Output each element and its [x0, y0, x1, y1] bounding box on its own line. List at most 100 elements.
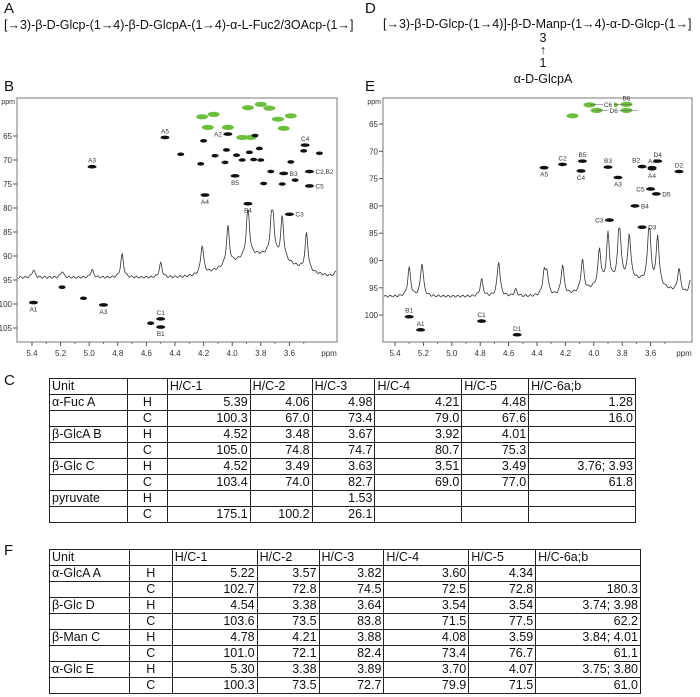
- table-row: C 100.3 67.0 73.4 79.0 67.6 16.0: [49, 410, 636, 427]
- nucleus-cell: H: [128, 661, 173, 678]
- cross-peak: [539, 165, 549, 170]
- x-axis-label: ppm: [676, 349, 692, 358]
- unit-cell: [49, 506, 128, 523]
- cross-peak: [304, 169, 314, 174]
- peak-label: C4: [577, 175, 586, 182]
- shift-cell: 72.8: [256, 581, 320, 598]
- cross-peak: [304, 184, 314, 188]
- shift-cell: 4.21: [374, 394, 463, 411]
- column-header: H/C-4: [374, 378, 463, 395]
- peak-label: B5: [578, 152, 586, 159]
- shift-cell: 71.5: [383, 613, 470, 630]
- label-bg: [603, 101, 614, 108]
- cross-peak: [637, 225, 647, 229]
- peak-label: D3: [648, 225, 657, 232]
- peak-label: A3: [88, 158, 96, 165]
- table-row: C 100.3 73.5 72.7 79.9 71.5 61.0: [49, 677, 641, 694]
- shift-cell: 16.0: [528, 410, 636, 427]
- structure-d-branch-arrow: ↑: [539, 43, 547, 57]
- shift-cell: 4.21: [256, 629, 320, 646]
- shift-cell: 3.49: [461, 458, 530, 475]
- x-tick-label: 5.2: [418, 349, 430, 358]
- cross-peak: [603, 165, 613, 169]
- shift-cell: 4.07: [468, 661, 537, 678]
- peak-label: D1: [513, 326, 522, 333]
- cross-peak: [279, 171, 289, 176]
- y-tick-label: 65: [369, 120, 378, 129]
- shift-cell: 3.75; 3.80: [535, 661, 641, 678]
- cross-peak: [577, 159, 587, 163]
- cross-peak-ch2: [254, 101, 267, 107]
- shift-cell: 3.70: [383, 661, 470, 678]
- unit-cell: [49, 581, 130, 598]
- shift-cell: 75.3: [461, 442, 530, 459]
- nucleus-cell: H: [128, 597, 173, 614]
- peak-label: C1: [157, 310, 166, 317]
- peak-label: D6: [610, 108, 619, 115]
- shift-cell: 80.7: [374, 442, 463, 459]
- x-tick-label: 3.6: [645, 349, 657, 358]
- panel-label-c: C: [4, 372, 15, 389]
- shift-cell: 5.30: [171, 661, 258, 678]
- label-bg: [608, 107, 620, 114]
- column-header: H/C-1: [171, 549, 258, 566]
- shift-cell: [166, 490, 251, 507]
- shift-cell: 4.78: [171, 629, 258, 646]
- column-header: H/C-5: [461, 378, 530, 395]
- nucleus-cell: H: [126, 458, 168, 475]
- cross-peak: [416, 328, 426, 332]
- cross-peak: [221, 160, 229, 165]
- peak-label: C5: [315, 183, 324, 190]
- plot-frame: [382, 97, 693, 343]
- unit-cell: [49, 410, 128, 427]
- shift-cell: 26.1: [311, 506, 376, 523]
- shift-cell: 77.5: [468, 613, 537, 630]
- shift-cell: 3.51: [374, 458, 463, 475]
- shift-cell: 3.49: [249, 458, 313, 475]
- shift-cell: 3.48: [249, 426, 313, 443]
- peak-label: C2: [558, 155, 567, 162]
- y-tick-label: 70: [369, 147, 378, 156]
- x-tick-label: 4.6: [503, 349, 515, 358]
- shift-cell: 3.59: [468, 629, 537, 646]
- x-tick-label: 5.0: [84, 349, 96, 358]
- shift-cell: 77.0: [461, 474, 530, 491]
- structure-d-main: [→3)-β-D-Glcp-(1→4)]-β-D-Manp-(1→4)-α-D-…: [383, 17, 692, 31]
- x-tick-label: 4.8: [112, 349, 124, 358]
- table-header-row: Unit H/C-1 H/C-2 H/C-3 H/C-4 H/C-5 H/C-6a;b: [49, 549, 641, 566]
- cross-peak: [245, 150, 253, 155]
- chemical-shift-table-f: Unit H/C-1 H/C-2 H/C-3 H/C-4 H/C-5 H/C-6a;b α-G…: [49, 549, 641, 694]
- column-header: H/C-3: [311, 378, 376, 395]
- panel-label-e: E: [365, 78, 376, 95]
- cross-peak: [87, 164, 97, 169]
- cross-peak: [300, 143, 310, 147]
- unit-cell: [49, 645, 130, 662]
- table-row: C 103.6 73.5 83.8 71.5 77.5 62.2: [49, 613, 641, 630]
- peak-label: B3: [290, 171, 298, 178]
- cross-peak: [250, 157, 258, 162]
- proton-projection-trace: [383, 227, 691, 298]
- shift-cell: 3.57: [256, 565, 320, 582]
- x-tick-label: 3.8: [255, 349, 267, 358]
- cross-peak: [232, 153, 240, 157]
- shift-cell: 79.9: [383, 677, 470, 694]
- shift-cell: [528, 426, 636, 443]
- column-header: H/C-3: [318, 549, 385, 566]
- x-tick-label: 4.8: [475, 349, 487, 358]
- nucleus-cell: C: [126, 442, 168, 459]
- nucleus-cell: H: [126, 426, 168, 443]
- cross-peak: [79, 296, 87, 301]
- table-row: C 105.0 74.8 74.7 80.7 75.3: [49, 442, 636, 459]
- shift-cell: 74.5: [318, 581, 385, 598]
- shift-cell: 100.2: [249, 506, 313, 523]
- peak-label: B3: [604, 158, 612, 165]
- shift-cell: [374, 490, 463, 507]
- shift-cell: 67.6: [461, 410, 530, 427]
- peak-label: A5: [161, 128, 169, 135]
- shift-cell: 180.3: [535, 581, 641, 598]
- y-tick-label: 85: [369, 229, 378, 238]
- shift-cell: 1.53: [311, 490, 376, 507]
- chemical-shift-table-c: Unit H/C-1 H/C-2 H/C-3 H/C-4 H/C-5 H/C-6a;b α-F…: [49, 378, 636, 523]
- x-tick-label: 4.0: [588, 349, 600, 358]
- x-tick-label: 3.6: [284, 349, 296, 358]
